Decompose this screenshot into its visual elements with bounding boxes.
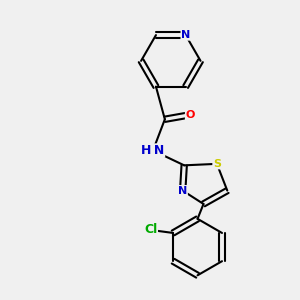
Text: N: N — [178, 186, 187, 196]
Text: N: N — [181, 30, 190, 40]
Text: Cl: Cl — [144, 224, 158, 236]
Text: H N: H N — [141, 144, 165, 157]
Text: O: O — [185, 110, 195, 120]
Text: S: S — [213, 159, 221, 169]
